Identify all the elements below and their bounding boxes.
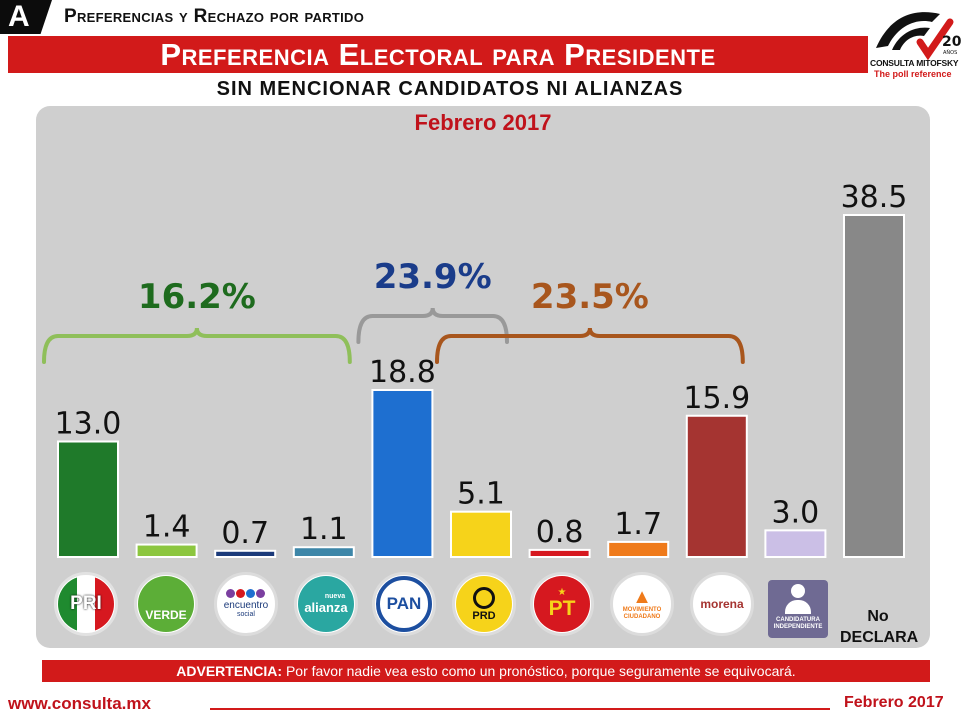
eagle-icon: ▲ xyxy=(632,586,652,608)
bar-verde xyxy=(135,543,198,559)
pt-logo-icon: ★ PT xyxy=(530,572,594,636)
warning-banner: ADVERTENCIA: Por favor nadie vea esto co… xyxy=(42,660,930,682)
bar-value-label: 1.1 xyxy=(300,512,348,547)
section-badge: A xyxy=(0,0,52,34)
prd-logo-text: PRD xyxy=(472,609,496,622)
bar-encuentro-social xyxy=(214,549,277,558)
bar-pt xyxy=(528,548,591,558)
logo-tagline: The poll reference xyxy=(874,69,952,79)
bar-value-label: 1.7 xyxy=(614,507,662,542)
pri-logo-icon: PRI xyxy=(54,572,118,636)
mc-logo-text-2: CIUDADANO xyxy=(623,614,661,620)
consulta-mitofsky-logo: 20 AÑOS xyxy=(876,12,962,61)
pri-logo-text: PRI xyxy=(70,593,102,614)
no-declara-label: No DECLARA xyxy=(840,608,919,646)
pan-logo-icon: PAN xyxy=(372,572,436,636)
main-title-banner: Preferencia Electoral para Presidente xyxy=(8,36,868,73)
group-total-label: 16.2% xyxy=(138,277,256,317)
warning-text: Por favor nadie vea esto como un pronóst… xyxy=(282,663,796,679)
group-brace xyxy=(435,327,745,364)
morena-logo-text: morena xyxy=(700,597,744,611)
alianza-logo-text: alianza xyxy=(304,600,348,615)
group-total-label: 23.5% xyxy=(531,277,649,317)
encuentro-social-logo-icon: encuentro social xyxy=(214,572,278,636)
bar-value-label: 38.5 xyxy=(841,180,908,215)
bar-candidatura-independiente xyxy=(764,529,827,558)
subtitle: SIN MENCIONAR CANDIDATOS NI ALIANZAS xyxy=(216,78,684,100)
indep-logo-text-1: CANDIDATURA xyxy=(776,617,820,623)
verde-logo-icon: VERDE xyxy=(134,572,198,636)
alianza-logo-subtext: nueva xyxy=(324,593,346,600)
bar-value-label: 0.8 xyxy=(536,515,584,550)
bar-value-label: 15.9 xyxy=(683,381,750,416)
verde-logo-text: VERDE xyxy=(145,608,187,622)
candidatura-independiente-icon: CANDIDATURA INDEPENDIENTE xyxy=(768,580,828,638)
bar-value-label: 0.7 xyxy=(221,516,269,551)
bar-no-declara xyxy=(843,214,905,558)
pt-logo-text: PT xyxy=(548,597,576,620)
encuentro-logo-subtext: social xyxy=(237,611,255,618)
bar-value-label: 5.1 xyxy=(457,477,505,512)
pt-star-icon: ★ xyxy=(557,587,567,598)
bar-pri xyxy=(57,440,119,558)
morena-logo-icon: morena xyxy=(690,572,754,636)
bar-value-label: 13.0 xyxy=(55,407,122,442)
movimiento-ciudadano-logo-icon: ▲ MOVIMIENTO CIUDADANO xyxy=(610,572,674,636)
bar-nueva-alianza xyxy=(292,546,355,559)
chart-title: Febrero 2017 xyxy=(414,110,552,135)
bar-morena xyxy=(685,414,748,559)
logo-name: CONSULTA MITOFSKY xyxy=(870,58,959,68)
logo-years-suffix: AÑOS xyxy=(943,49,957,56)
bar-value-label: 1.4 xyxy=(143,510,191,545)
nueva-alianza-logo-icon: nueva alianza xyxy=(294,572,358,636)
group-brace xyxy=(42,327,352,364)
footer-url-link[interactable]: www.consulta.mx xyxy=(8,694,151,713)
pan-logo-text: PAN xyxy=(386,594,422,613)
encuentro-logo-text: encuentro xyxy=(223,600,269,611)
logo-years: 20 xyxy=(942,34,962,50)
group-total-label: 23.9% xyxy=(374,257,492,297)
prd-logo-icon: PRD xyxy=(452,572,516,636)
warning-bold: ADVERTENCIA: xyxy=(176,663,283,679)
bar-pan xyxy=(371,388,434,558)
bar-prd xyxy=(450,510,512,559)
section-title: Preferencias y Rechazo por partido xyxy=(64,6,365,27)
indep-logo-text-2: INDEPENDIENTE xyxy=(773,624,823,630)
footer-divider xyxy=(210,708,830,710)
bar-value-label: 3.0 xyxy=(772,495,820,530)
footer-date: Febrero 2017 xyxy=(844,694,944,711)
bar-movimiento-ciudadano xyxy=(607,540,670,558)
bar-value-label: 18.8 xyxy=(369,355,436,390)
mc-logo-text-1: MOVIMIENTO xyxy=(622,607,662,613)
